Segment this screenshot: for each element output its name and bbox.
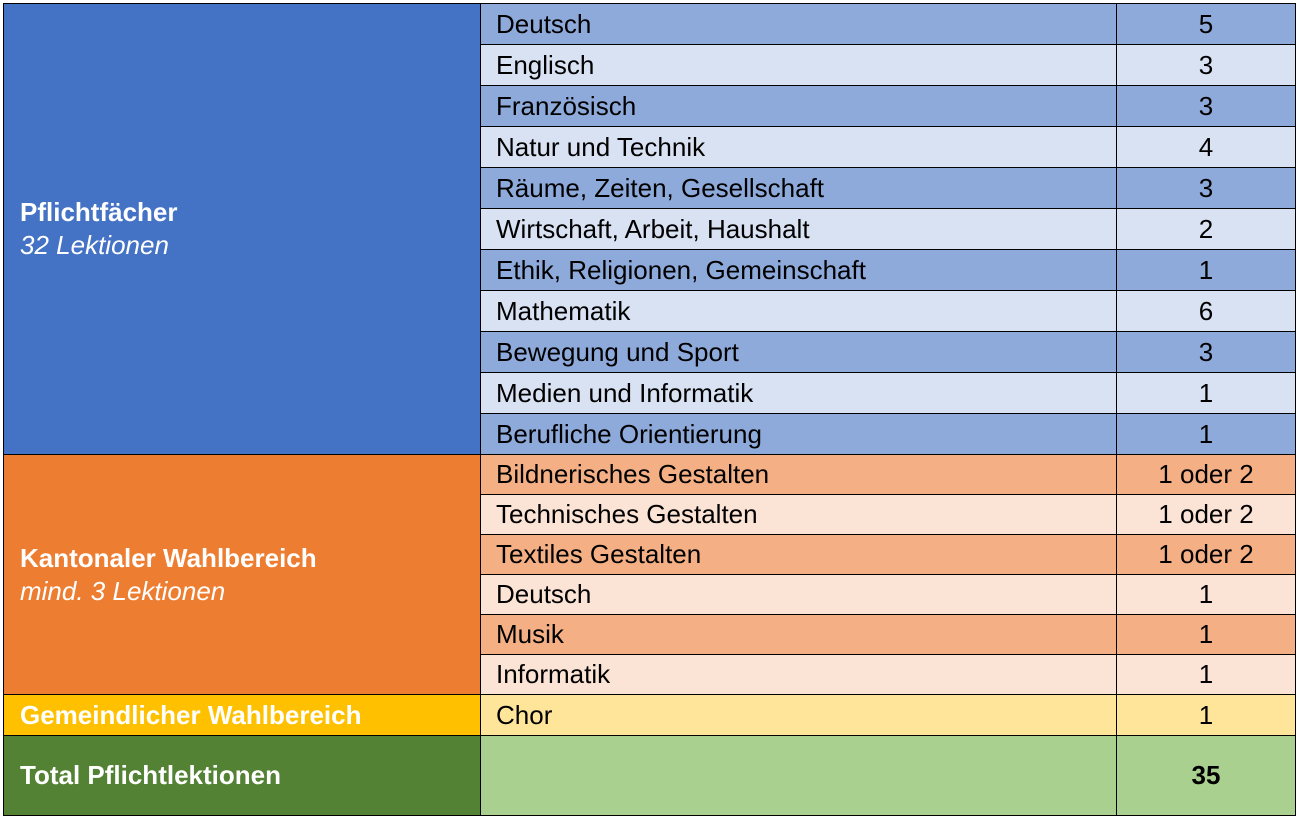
- table-row: Wirtschaft, Arbeit, Haushalt 2: [4, 208, 1296, 250]
- subject-cell: Deutsch: [480, 574, 1117, 615]
- subject-cell: Mathematik: [480, 290, 1117, 332]
- lektionentafel: Pflichtfächer 32 Lektionen Deutsch 5 Eng…: [3, 3, 1296, 818]
- table-row: Musik 1: [4, 614, 1296, 655]
- category-title: Gemeindlicher Wahlbereich: [20, 699, 362, 730]
- subject-cell: Textiles Gestalten: [480, 534, 1117, 575]
- table-row: Natur und Technik 4: [4, 126, 1296, 168]
- table-row: Französisch 3: [4, 85, 1296, 127]
- subject-cell: Musik: [480, 614, 1117, 655]
- lessons-cell: 3: [1116, 167, 1296, 209]
- lessons-cell: 1: [1116, 413, 1296, 455]
- lessons-cell: 5: [1116, 3, 1296, 45]
- subject-cell: Wirtschaft, Arbeit, Haushalt: [480, 208, 1117, 250]
- table-row: Pflichtfächer 32 Lektionen Deutsch 5: [3, 3, 1296, 455]
- category-title: Kantonaler Wahlbereich: [20, 542, 317, 573]
- category-subtitle: mind. 3 Lektionen: [20, 575, 226, 606]
- lessons-cell: 1: [1116, 574, 1296, 615]
- lessons-cell: 1 oder 2: [1116, 494, 1296, 535]
- lektionen-table: Pflichtfächer 32 Lektionen Deutsch 5 Eng…: [3, 3, 1296, 816]
- subject-cell: Natur und Technik: [480, 126, 1117, 168]
- lessons-cell: 1: [1116, 249, 1296, 291]
- total-row: Total Pflichtlektionen 35: [3, 735, 1296, 816]
- table-row: Technisches Gestalten 1 oder 2: [4, 494, 1296, 535]
- subject-cell: Ethik, Religionen, Gemeinschaft: [480, 249, 1117, 291]
- total-empty-cell: [480, 735, 1117, 816]
- lessons-cell: 2: [1116, 208, 1296, 250]
- table-row: Bewegung und Sport 3: [4, 331, 1296, 373]
- lessons-cell: 1 oder 2: [1116, 454, 1296, 495]
- subject-cell: Technisches Gestalten: [480, 494, 1117, 535]
- total-title: Total Pflichtlektionen: [20, 760, 281, 790]
- category-cell-kantonal: Kantonaler Wahlbereich mind. 3 Lektionen: [3, 454, 481, 695]
- table-row: Kantonaler Wahlbereich mind. 3 Lektionen…: [3, 454, 1296, 695]
- lessons-cell: 3: [1116, 85, 1296, 127]
- subject-cell: Bewegung und Sport: [480, 331, 1117, 373]
- lessons-cell: 6: [1116, 290, 1296, 332]
- table-row: Ethik, Religionen, Gemeinschaft 1: [4, 249, 1296, 291]
- subject-cell: Räume, Zeiten, Gesellschaft: [480, 167, 1117, 209]
- category-subtitle: 32 Lektionen: [20, 230, 169, 260]
- subject-cell: Französisch: [480, 85, 1117, 127]
- subject-cell: Informatik: [480, 654, 1117, 695]
- lessons-cell: 1: [1116, 614, 1296, 655]
- total-value-cell: 35: [1116, 735, 1296, 816]
- table-row: Textiles Gestalten 1 oder 2: [4, 534, 1296, 575]
- subject-cell: Medien und Informatik: [480, 372, 1117, 414]
- lessons-cell: 1 oder 2: [1116, 534, 1296, 575]
- lessons-cell: 3: [1116, 44, 1296, 86]
- subject-cell: Deutsch: [480, 3, 1117, 45]
- lessons-cell: 4: [1116, 126, 1296, 168]
- lessons-cell: 1: [1116, 372, 1296, 414]
- subject-cell: Berufliche Orientierung: [480, 413, 1117, 455]
- subject-cell: Englisch: [480, 44, 1117, 86]
- table-row: Gemeindlicher Wahlbereich Chor 1: [3, 694, 1296, 736]
- lessons-cell: 1: [1116, 654, 1296, 695]
- category-cell-pflichtfaecher: Pflichtfächer 32 Lektionen: [3, 3, 481, 455]
- table-row: Räume, Zeiten, Gesellschaft 3: [4, 167, 1296, 209]
- category-title: Pflichtfächer: [20, 197, 178, 227]
- subject-cell: Bildnerisches Gestalten: [480, 454, 1117, 495]
- table-row: Medien und Informatik 1: [4, 372, 1296, 414]
- category-cell-gemeindlich: Gemeindlicher Wahlbereich: [3, 694, 481, 736]
- lessons-cell: 3: [1116, 331, 1296, 373]
- table-row: Deutsch 1: [4, 574, 1296, 615]
- table-row: Englisch 3: [4, 44, 1296, 86]
- total-label-cell: Total Pflichtlektionen: [3, 735, 481, 816]
- subject-cell: Chor: [480, 694, 1117, 736]
- table-row: Mathematik 6: [4, 290, 1296, 332]
- lessons-cell: 1: [1116, 694, 1296, 736]
